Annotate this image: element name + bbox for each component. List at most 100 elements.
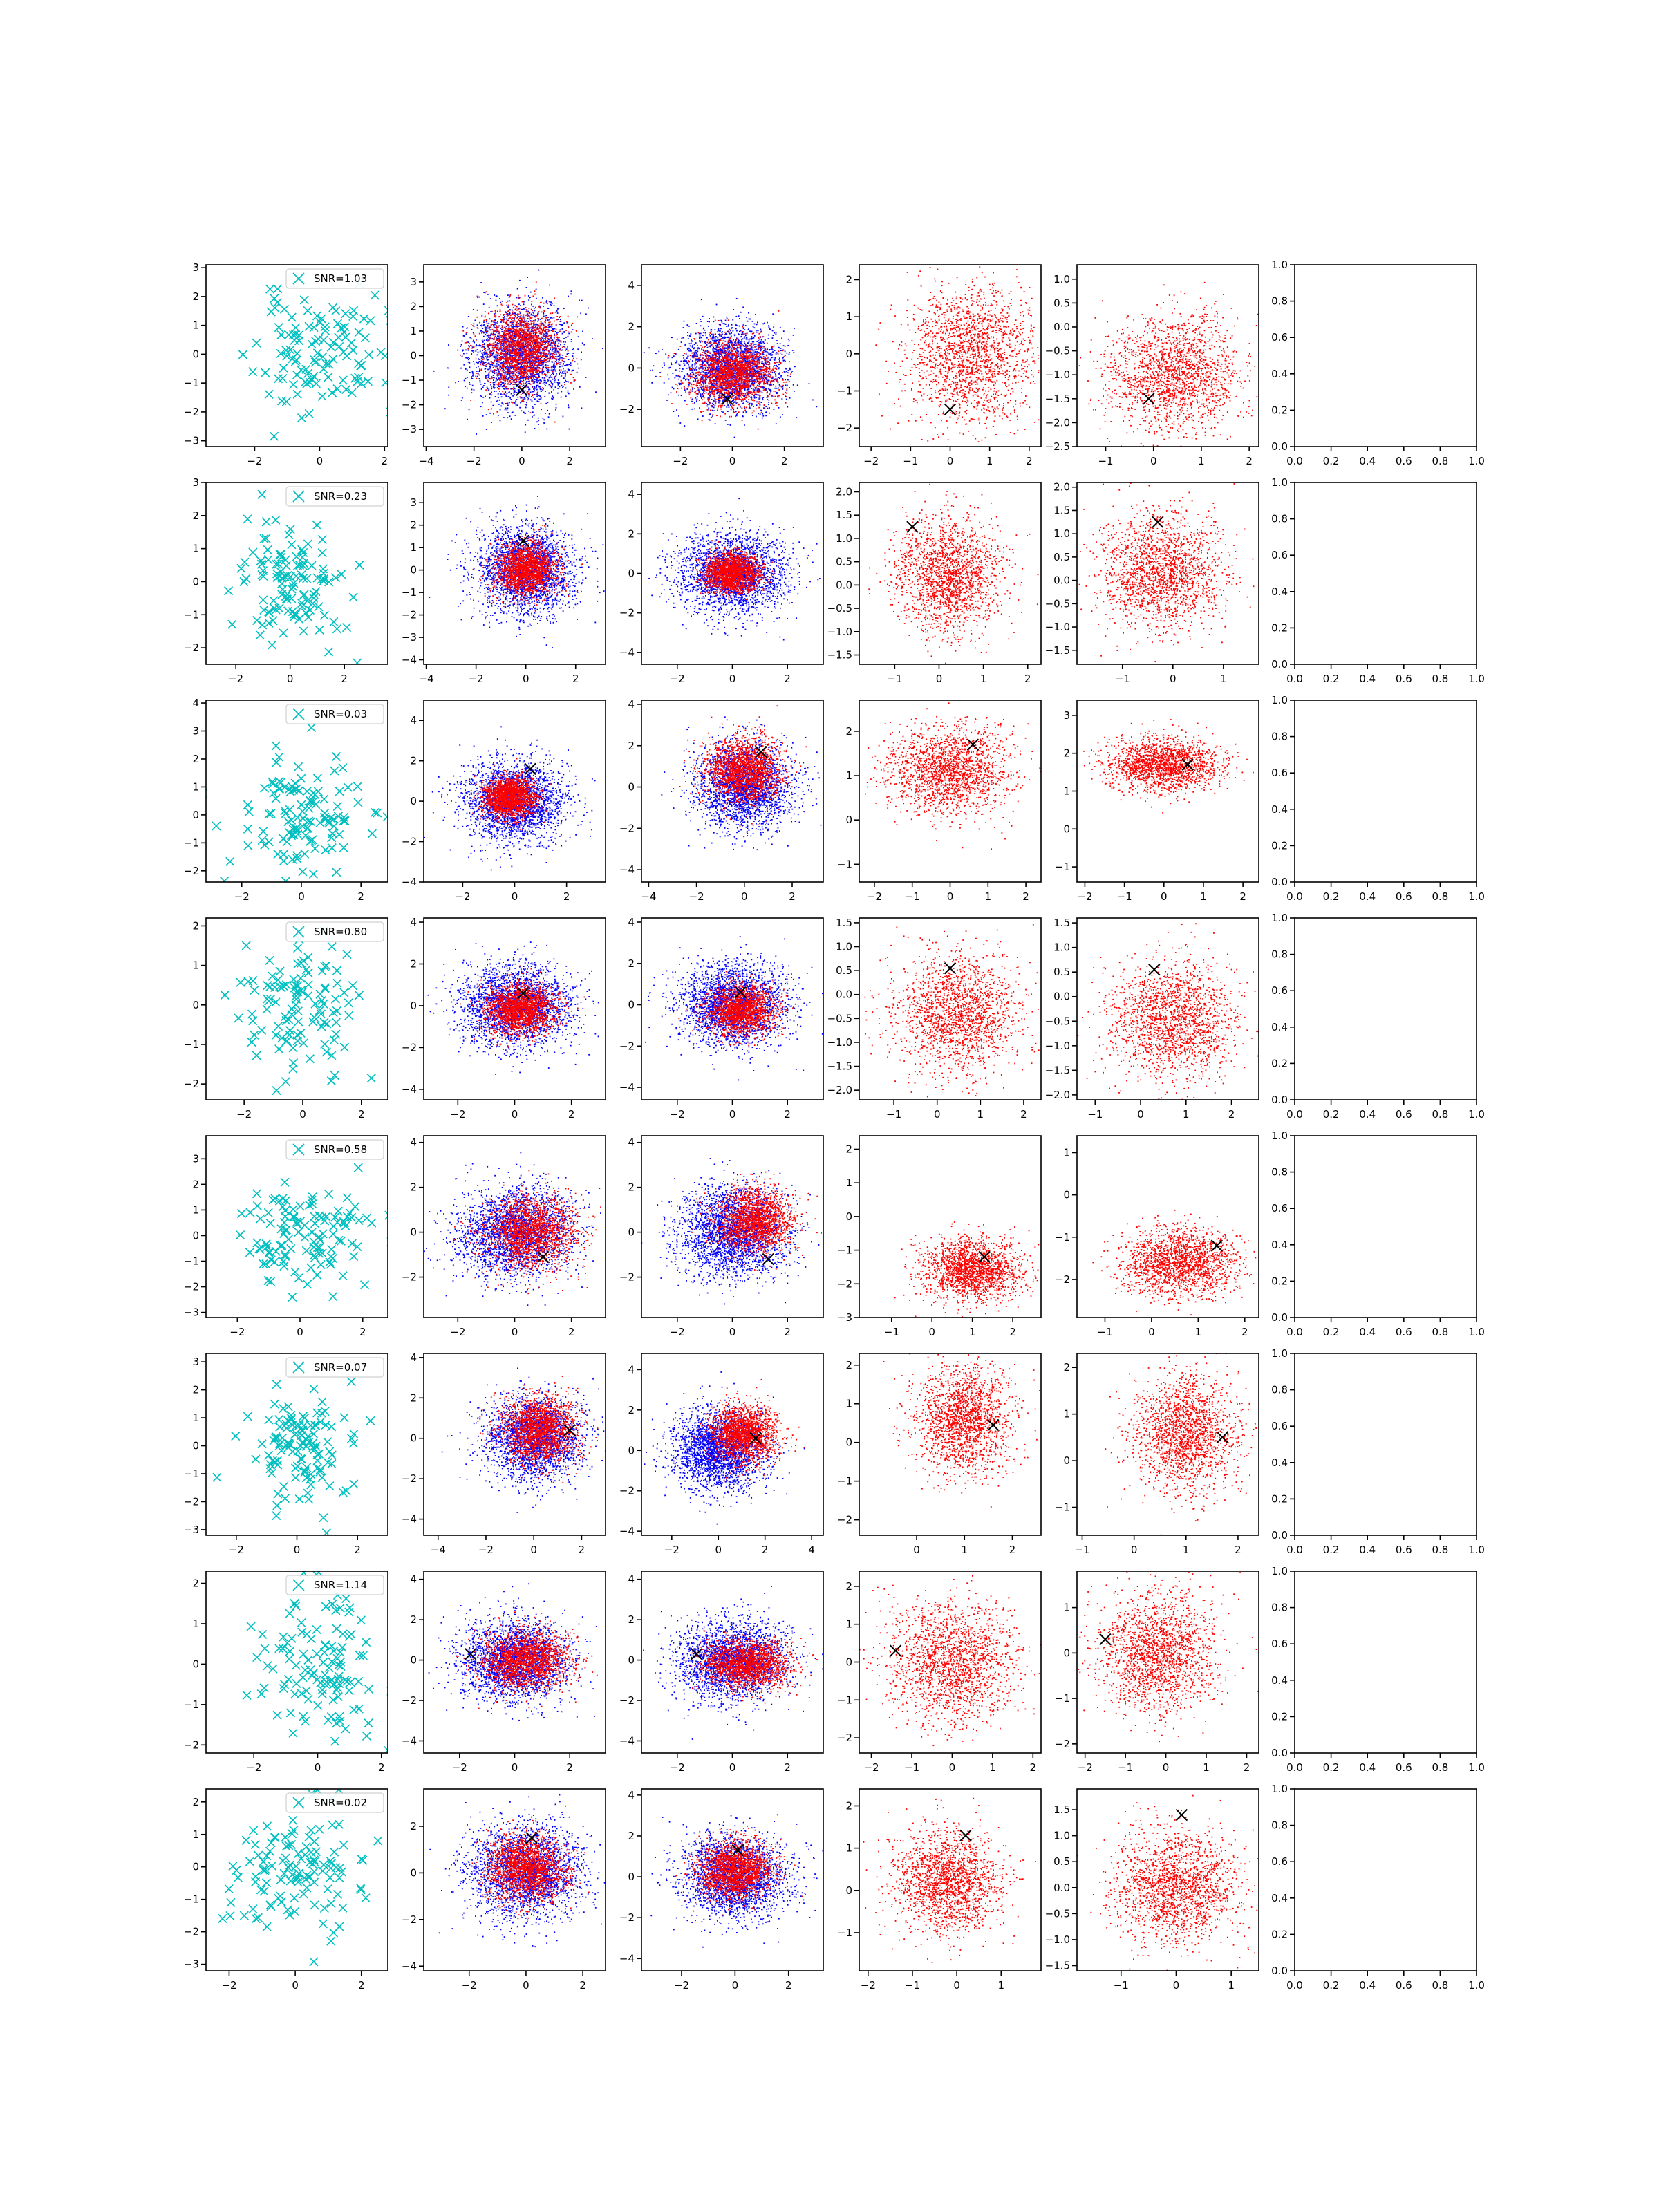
data-point [573, 358, 574, 359]
data-point [507, 348, 508, 349]
data-point [530, 357, 532, 359]
data-point [526, 324, 527, 325]
data-point [530, 292, 532, 293]
data-point [506, 313, 507, 315]
data-point [493, 384, 494, 386]
data-point [514, 358, 516, 359]
data-point [512, 378, 513, 379]
data-point [536, 400, 538, 402]
data-point [514, 402, 516, 404]
data-point [572, 355, 573, 357]
data-point [602, 348, 603, 349]
data-point [516, 332, 518, 334]
data-point [503, 386, 505, 387]
data-point [543, 313, 544, 315]
data-point [512, 312, 513, 314]
data-point [543, 422, 545, 424]
data-point [515, 335, 516, 337]
data-point [502, 301, 503, 302]
data-point [489, 363, 490, 364]
data-point [485, 334, 486, 335]
data-point [527, 374, 528, 375]
data-point [469, 343, 470, 344]
data-point [499, 400, 500, 401]
data-point [554, 337, 555, 339]
data-point [518, 331, 520, 332]
data-point [562, 349, 563, 350]
data-point [540, 383, 541, 384]
data-point [514, 329, 515, 330]
data-point [516, 379, 518, 380]
data-point [690, 359, 691, 360]
data-point [776, 365, 777, 366]
data-point [496, 326, 498, 328]
data-point [501, 402, 503, 404]
data-point [476, 349, 478, 350]
data-point [462, 326, 464, 328]
data-point [534, 294, 536, 295]
data-point [265, 390, 273, 398]
data-point [556, 339, 557, 341]
data-point [541, 341, 542, 342]
data-point [514, 321, 516, 322]
data-point [335, 342, 344, 350]
data-point [713, 410, 714, 411]
data-point [556, 356, 557, 357]
data-point [533, 351, 534, 353]
data-point [498, 330, 499, 332]
data-point [760, 350, 762, 351]
data-point [512, 402, 514, 404]
data-point [522, 345, 523, 346]
data-point [692, 346, 693, 348]
data-point [518, 384, 519, 385]
data-point [518, 295, 519, 297]
data-point [481, 360, 482, 362]
data-point [769, 329, 771, 330]
data-point [480, 350, 481, 352]
data-point [553, 364, 554, 366]
data-point [543, 362, 544, 364]
data-point [533, 320, 534, 321]
data-point [539, 346, 541, 348]
data-point [529, 297, 531, 298]
data-point [525, 365, 527, 366]
data-point [366, 317, 375, 325]
data-point [542, 370, 543, 371]
data-point [482, 359, 484, 360]
data-point [509, 369, 511, 371]
data-point [516, 351, 517, 353]
data-point [527, 386, 528, 388]
data-point [487, 349, 488, 350]
data-point [544, 374, 545, 375]
data-point [686, 368, 688, 369]
data-point [541, 323, 542, 324]
data-point [482, 386, 484, 388]
data-point [507, 330, 508, 332]
data-point [542, 368, 543, 370]
data-point [467, 388, 468, 389]
data-point [500, 409, 501, 411]
data-point [473, 341, 474, 342]
data-point [503, 357, 504, 359]
data-point [527, 344, 528, 346]
data-point [270, 294, 279, 303]
data-point [507, 362, 508, 364]
data-point [460, 355, 461, 356]
data-point [506, 324, 507, 325]
data-point [532, 367, 533, 368]
data-point [563, 373, 565, 374]
data-point [513, 347, 514, 348]
data-point [547, 303, 548, 304]
data-point [538, 385, 539, 386]
data-point [524, 377, 525, 378]
data-point [568, 333, 570, 335]
data-point [516, 308, 517, 309]
data-point [547, 347, 548, 348]
data-point [556, 335, 557, 336]
data-point [518, 371, 519, 372]
data-point [477, 327, 478, 328]
data-point [520, 380, 521, 382]
data-point [517, 313, 518, 315]
data-point [533, 332, 534, 334]
data-point [516, 323, 518, 324]
